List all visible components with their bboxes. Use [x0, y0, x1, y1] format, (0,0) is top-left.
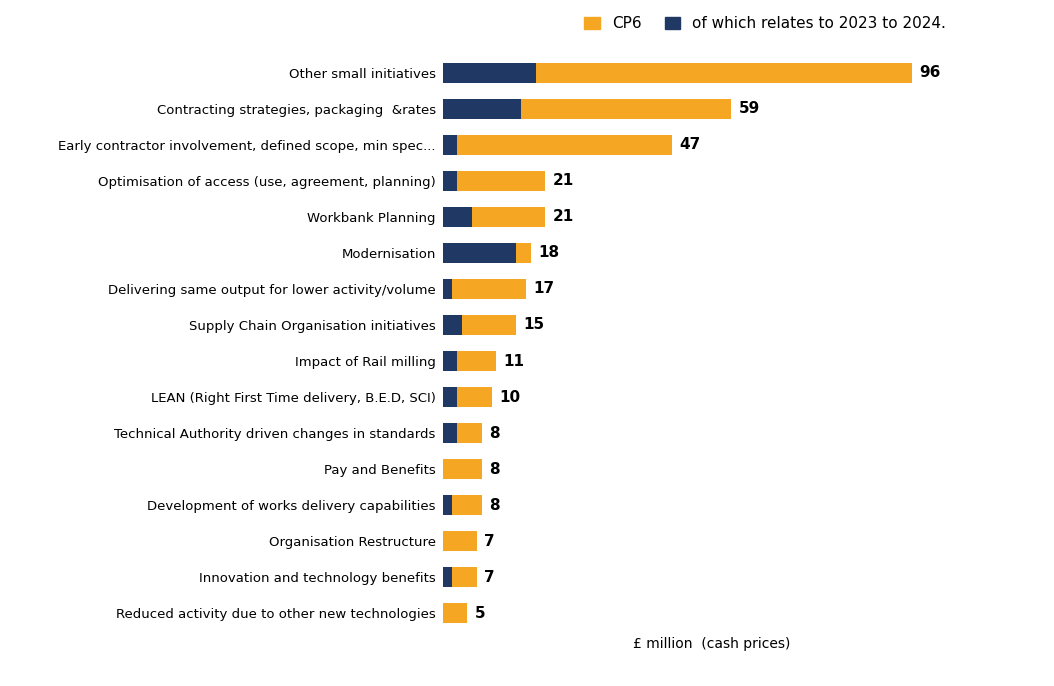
- Bar: [443, 387, 491, 407]
- Bar: [443, 459, 482, 479]
- Bar: [443, 423, 482, 443]
- Text: 8: 8: [489, 497, 500, 512]
- Bar: [443, 243, 530, 263]
- Bar: [443, 315, 516, 335]
- Text: 10: 10: [499, 390, 520, 405]
- Bar: [443, 567, 452, 587]
- Text: 18: 18: [538, 246, 559, 261]
- Text: 8: 8: [489, 462, 500, 477]
- Text: 15: 15: [524, 318, 545, 333]
- Bar: [443, 99, 521, 119]
- Bar: [443, 423, 457, 443]
- Bar: [443, 495, 482, 515]
- Text: 96: 96: [919, 65, 940, 80]
- Bar: [443, 351, 457, 371]
- Bar: [443, 243, 516, 263]
- Bar: [443, 207, 545, 227]
- Text: 21: 21: [552, 174, 573, 189]
- Bar: [443, 495, 452, 515]
- Text: 5: 5: [474, 606, 485, 621]
- Text: 59: 59: [738, 102, 760, 117]
- Bar: [443, 603, 467, 623]
- Legend: CP6, of which relates to 2023 to 2024.: CP6, of which relates to 2023 to 2024.: [585, 16, 945, 32]
- Bar: [443, 279, 526, 299]
- X-axis label: £ million  (cash prices): £ million (cash prices): [632, 637, 790, 651]
- Text: 21: 21: [552, 209, 573, 224]
- Text: 11: 11: [504, 353, 525, 368]
- Bar: [443, 135, 457, 155]
- Bar: [443, 63, 535, 83]
- Bar: [443, 171, 545, 191]
- Bar: [443, 567, 476, 587]
- Bar: [443, 207, 472, 227]
- Text: 8: 8: [489, 425, 500, 440]
- Bar: [443, 135, 672, 155]
- Bar: [443, 171, 457, 191]
- Bar: [443, 63, 912, 83]
- Text: 47: 47: [680, 137, 701, 152]
- Bar: [443, 99, 731, 119]
- Bar: [443, 387, 457, 407]
- Bar: [443, 531, 476, 551]
- Text: 7: 7: [484, 534, 494, 549]
- Bar: [443, 279, 452, 299]
- Text: 7: 7: [484, 569, 494, 584]
- Bar: [443, 351, 496, 371]
- Text: 17: 17: [533, 281, 554, 296]
- Bar: [443, 315, 463, 335]
